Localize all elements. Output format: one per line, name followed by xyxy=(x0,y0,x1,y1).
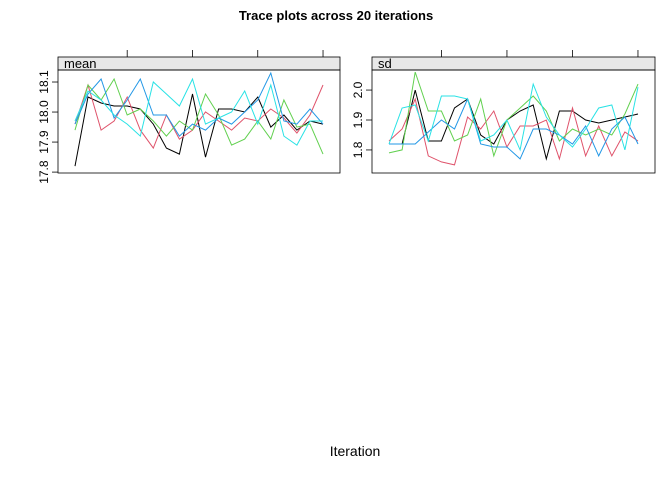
y-tick-label: 17.8 xyxy=(37,160,51,184)
strip-label: sd xyxy=(378,56,392,71)
trace-line xyxy=(389,97,639,160)
chart-title: Trace plots across 20 iterations xyxy=(239,8,433,23)
y-tick-label: 18.1 xyxy=(37,70,51,94)
y-tick-label: 1.9 xyxy=(351,111,365,128)
y-tick-label: 1.8 xyxy=(351,141,365,158)
x-axis-label: Iteration xyxy=(330,443,381,459)
trace-line xyxy=(74,77,324,155)
trace-line xyxy=(388,97,639,166)
y-tick-label: 17.9 xyxy=(37,130,51,154)
strip xyxy=(371,56,656,71)
trace-line xyxy=(74,77,323,146)
trace-line xyxy=(74,71,324,137)
strip xyxy=(57,56,341,71)
strip-label: mean xyxy=(64,56,97,71)
trace-line xyxy=(388,82,639,152)
y-tick-label: 2.0 xyxy=(351,81,365,98)
trace-line xyxy=(389,89,639,161)
panel xyxy=(57,69,341,174)
panel xyxy=(371,69,656,174)
trace-line xyxy=(388,71,639,158)
y-tick-label: 18.0 xyxy=(37,100,51,124)
